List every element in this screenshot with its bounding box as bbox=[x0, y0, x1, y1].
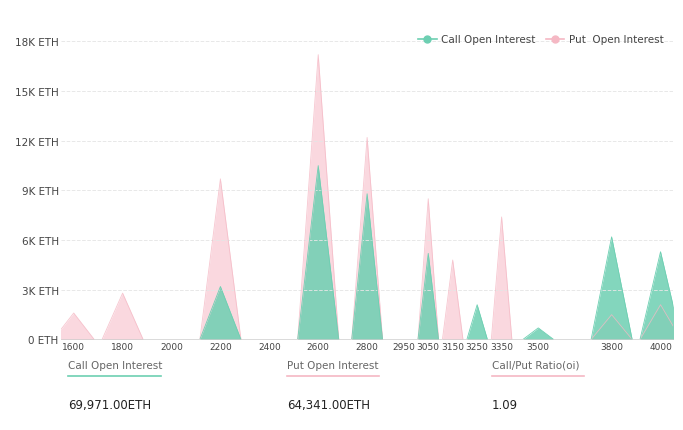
Text: Call/Put Ratio(oi): Call/Put Ratio(oi) bbox=[492, 359, 579, 370]
Text: Put Open Interest: Put Open Interest bbox=[287, 359, 378, 370]
Text: 64,341.00ETH: 64,341.00ETH bbox=[287, 399, 370, 412]
Legend: Call Open Interest, Put  Open Interest: Call Open Interest, Put Open Interest bbox=[414, 31, 667, 49]
Text: Call Open Interest: Call Open Interest bbox=[68, 359, 163, 370]
Text: 1.09: 1.09 bbox=[492, 399, 518, 412]
Text: 69,971.00ETH: 69,971.00ETH bbox=[68, 399, 152, 412]
